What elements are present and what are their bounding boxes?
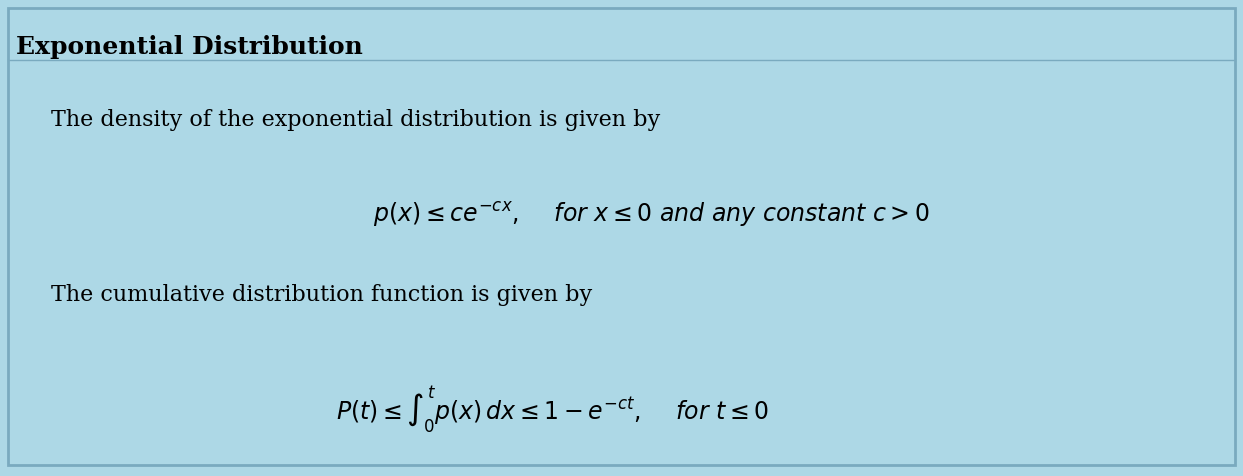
- Text: Exponential Distribution: Exponential Distribution: [16, 35, 363, 59]
- FancyBboxPatch shape: [7, 9, 1236, 465]
- Text: The density of the exponential distribution is given by: The density of the exponential distribut…: [51, 109, 660, 131]
- Text: The cumulative distribution function is given by: The cumulative distribution function is …: [51, 284, 592, 306]
- Text: $P(t) \leq \int_0^t p(x)\,dx \leq 1 - e^{-ct},$    for $t \leq 0$: $P(t) \leq \int_0^t p(x)\,dx \leq 1 - e^…: [337, 383, 769, 434]
- Text: $p(x) \leq ce^{-cx},$    for $x \leq 0$ and any constant $c > 0$: $p(x) \leq ce^{-cx},$ for $x \leq 0$ and…: [373, 200, 930, 229]
